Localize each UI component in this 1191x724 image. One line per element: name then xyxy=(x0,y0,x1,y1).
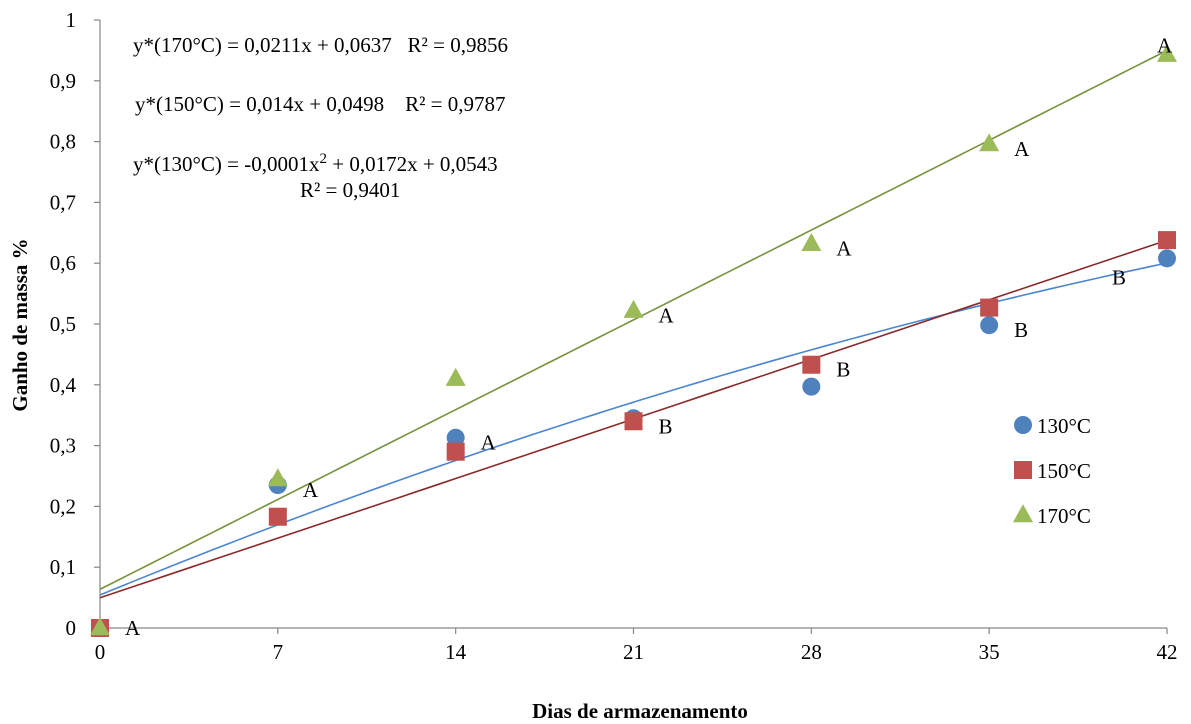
significance-letter: A xyxy=(125,616,141,640)
significance-letters: A A A A A A A B B B B xyxy=(125,34,1173,640)
y-tick-label: 0,8 xyxy=(50,130,76,154)
x-axis-title: Dias de armazenamento xyxy=(532,699,748,723)
y-tick-label: 0,1 xyxy=(50,555,76,579)
x-tick-label: 7 xyxy=(273,640,284,664)
legend-marker-150c xyxy=(1014,461,1032,479)
equation-130-r2: R² = 0,9401 xyxy=(300,178,400,202)
equation-150: y*(150°C) = 0,014x + 0,0498 R² = 0,9787 xyxy=(135,92,505,116)
equation-130-rest: + 0,0172x + 0,0543 xyxy=(327,152,498,176)
x-tick-label: 28 xyxy=(801,640,822,664)
data-point-170c xyxy=(979,133,1000,152)
y-tick-label: 0,2 xyxy=(50,494,76,518)
x-tick-label: 35 xyxy=(979,640,1000,664)
data-point-150c xyxy=(624,412,643,431)
data-point-130c xyxy=(1158,249,1176,268)
data-point-170c xyxy=(623,299,644,318)
data-point-130c xyxy=(446,428,465,447)
significance-letter: B xyxy=(1014,318,1028,342)
legend-marker-130c xyxy=(1014,416,1032,434)
significance-letter: B xyxy=(836,358,850,382)
legend-label: 170°C xyxy=(1037,504,1091,528)
data-point-150c xyxy=(802,355,821,374)
x-tick-label: 0 xyxy=(95,640,106,664)
legend: 130°C 150°C 170°C xyxy=(1013,414,1091,528)
significance-letter: B xyxy=(659,414,673,438)
data-point-150c xyxy=(268,507,287,526)
data-point-170c xyxy=(801,232,822,251)
significance-letter: B xyxy=(1112,265,1126,289)
data-point-170c xyxy=(1157,43,1177,62)
trendlines xyxy=(99,49,1168,599)
significance-letter: A xyxy=(659,304,675,328)
trendline-170c xyxy=(99,49,1168,590)
y-tick-label: 0,7 xyxy=(50,190,76,214)
equation-130-main: y*(130°C) = -0,0001x xyxy=(133,152,320,176)
data-points xyxy=(90,43,1177,637)
legend-marker-170c xyxy=(1013,504,1033,523)
data-point-150c xyxy=(1158,231,1176,250)
data-point-130c xyxy=(802,377,821,396)
x-tick-label: 21 xyxy=(623,640,644,664)
y-axis-title: Ganho de massa % xyxy=(8,238,32,411)
x-tick-label: 14 xyxy=(445,640,467,664)
data-point-170c xyxy=(90,617,110,636)
significance-letter: A xyxy=(1157,34,1173,58)
significance-letter: A xyxy=(481,431,497,455)
equation-170: y*(170°C) = 0,0211x + 0,0637 R² = 0,9856 xyxy=(133,33,508,57)
x-tick-label: 42 xyxy=(1157,640,1178,664)
significance-letter: A xyxy=(836,237,852,261)
axes: 0 7 14 21 28 35 4200,10,20,30,40,50,60,70,80,9… xyxy=(50,8,1178,664)
y-tick-label: 0,5 xyxy=(50,312,76,336)
y-tick-label: 0,4 xyxy=(50,373,77,397)
significance-letter: A xyxy=(303,478,319,502)
data-point-130c xyxy=(980,316,999,335)
equation-130: y*(130°C) = -0,0001x2 + 0,0172x + 0,0543 xyxy=(133,151,498,176)
significance-letter: A xyxy=(1014,137,1030,161)
y-tick-label: 0,6 xyxy=(50,251,76,275)
y-tick-label: 0,3 xyxy=(50,434,76,458)
data-point-150c xyxy=(446,442,465,461)
y-tick-label: 0,9 xyxy=(50,69,76,93)
data-point-150c xyxy=(980,298,999,317)
legend-label: 130°C xyxy=(1037,414,1091,438)
y-tick-label: 0 xyxy=(66,616,77,640)
y-tick-label: 1 xyxy=(66,8,77,32)
equation-130-superscript: 2 xyxy=(319,151,327,167)
equations: y*(170°C) = 0,0211x + 0,0637 R² = 0,9856… xyxy=(133,33,508,202)
data-point-170c xyxy=(445,367,466,386)
data-point-170c xyxy=(267,468,288,487)
legend-label: 150°C xyxy=(1037,459,1091,483)
